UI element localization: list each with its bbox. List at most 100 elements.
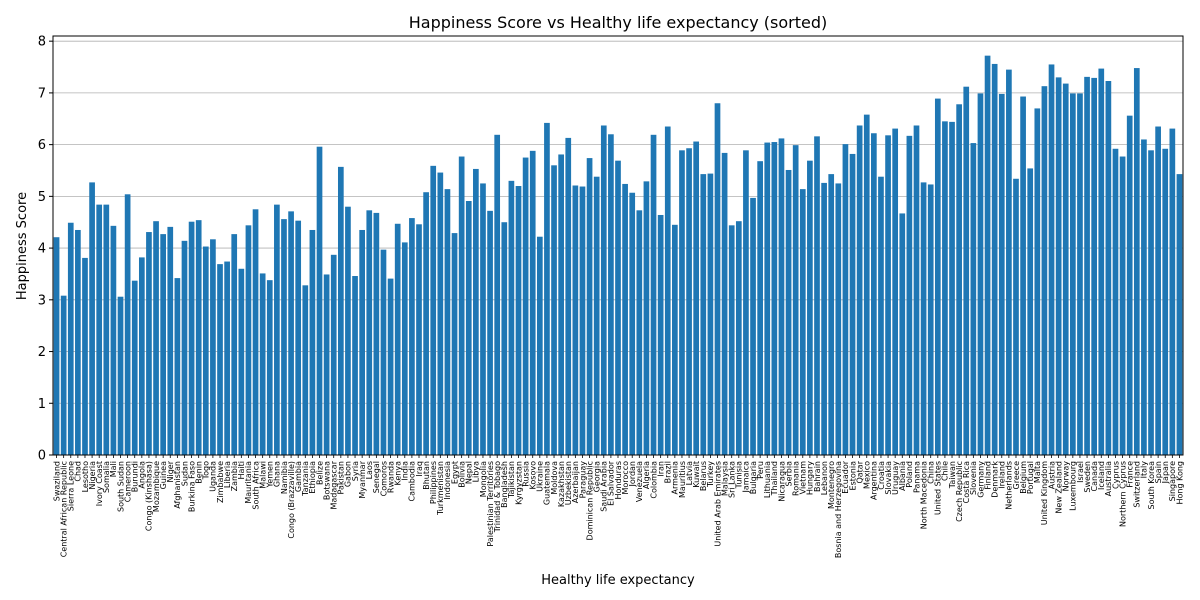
bar: [1148, 150, 1154, 455]
bar: [728, 225, 735, 455]
bar: [707, 173, 714, 455]
bar: [828, 174, 835, 456]
x-tick-label: Norway: [1062, 461, 1071, 492]
x-tick-label: Israel: [1076, 461, 1085, 483]
x-tick-label: Mongolia: [479, 461, 488, 497]
bar: [252, 209, 259, 455]
x-tick-label: Libya: [472, 461, 481, 482]
x-tick-label: Jamaica: [742, 461, 751, 494]
bar: [67, 222, 74, 455]
bar: [217, 264, 223, 455]
bar: [316, 146, 323, 455]
x-tick-label: Kazakhstan: [557, 461, 566, 507]
y-tick-label: 3: [38, 293, 46, 308]
x-tick-label: Romania: [791, 461, 800, 496]
x-tick-label: Laos: [365, 461, 374, 479]
x-tick-label: Portugal: [1026, 461, 1035, 494]
x-tick-label: Ecuador: [841, 460, 850, 493]
chart-title: Happiness Score vs Healthy life expectan…: [409, 13, 828, 32]
bar: [750, 197, 756, 455]
x-tick-label: Chile: [941, 461, 950, 481]
bar: [984, 55, 991, 455]
x-tick-label: Poland: [905, 461, 914, 488]
bar: [345, 206, 351, 455]
x-tick-label: Congo (Kinshasa): [145, 461, 154, 531]
bar: [551, 165, 557, 455]
bar: [387, 278, 394, 455]
x-tick-label: Malaysia: [720, 461, 729, 496]
bar: [1141, 139, 1147, 455]
x-tick-label: India: [401, 461, 410, 481]
x-tick-label: Saudi Arabia: [600, 461, 609, 512]
y-axis-label: Happiness Score: [15, 192, 30, 300]
x-tick-label: Botswana: [322, 461, 331, 500]
bar: [1155, 126, 1161, 456]
bar: [89, 182, 95, 455]
bar: [871, 133, 877, 455]
x-tick-label: Gambia: [294, 461, 303, 492]
x-tick-label: Bangladesh: [500, 461, 509, 508]
x-tick-label: Ireland: [998, 461, 1007, 489]
x-tick-label: Benin: [194, 461, 203, 484]
x-tick-label: South Korea: [1147, 461, 1156, 510]
x-tick-label: Peru: [756, 461, 765, 479]
bar: [1027, 168, 1034, 456]
bar: [778, 138, 785, 456]
bar: [245, 225, 252, 455]
x-tick-label: United Arab Emirates: [713, 461, 722, 547]
x-tick-label: Croatia: [877, 461, 886, 490]
x-tick-label: Brazil: [664, 461, 673, 483]
bar: [181, 240, 188, 455]
y-tick-label: 7: [38, 86, 46, 101]
x-tick-label: Zambia: [230, 461, 239, 491]
y-tick-label: 1: [38, 397, 46, 412]
bar: [288, 211, 294, 455]
bar: [792, 145, 799, 455]
x-tick-label: Sri Lanka: [728, 461, 737, 498]
x-tick-label: Lebanon: [820, 461, 829, 495]
bar: [593, 176, 600, 455]
bar: [821, 182, 827, 455]
bar: [814, 136, 820, 455]
x-tick-label: El Salvador: [607, 460, 616, 506]
bar: [458, 156, 465, 455]
x-tick-label: Belarus: [699, 461, 708, 491]
x-tick-label: Burkina Faso: [187, 461, 196, 512]
bar: [1034, 108, 1041, 456]
bar: [807, 160, 813, 456]
bar: [714, 103, 721, 455]
x-tick-label: Somalia: [102, 461, 111, 493]
x-tick-label: Kenya: [393, 461, 402, 486]
bar: [117, 296, 124, 455]
x-tick-label: Gabon: [344, 461, 353, 487]
x-tick-label: Liberia: [223, 461, 232, 488]
bar: [849, 153, 856, 455]
x-tick-label: Ghana: [273, 461, 282, 487]
x-tick-label: Malta: [1033, 461, 1042, 483]
bar: [920, 182, 927, 455]
x-tick-label: Spain: [1154, 461, 1163, 483]
x-tick-label: Canada: [1090, 461, 1099, 492]
x-tick-label: Cameroon: [123, 461, 132, 502]
x-tick-label: Montenegro: [827, 461, 836, 509]
bar: [401, 242, 408, 455]
x-tick-label: South Sudan: [116, 461, 125, 512]
bar: [629, 192, 636, 456]
x-tick-label: Turkmenistan: [436, 461, 445, 516]
x-tick-label: Central African Republic: [59, 461, 68, 557]
y-tick-label: 8: [38, 35, 46, 50]
x-tick-label: Mexico: [863, 461, 872, 489]
x-tick-label: Egypt: [450, 461, 459, 484]
x-tick-label: Netherlands: [1005, 461, 1014, 510]
bar: [771, 142, 778, 456]
x-tick-label: Sierra Leone: [67, 461, 76, 511]
x-tick-label: Nicaragua: [777, 461, 786, 502]
bar: [799, 189, 806, 455]
x-tick-label: Mozambique: [152, 461, 161, 512]
x-tick-label: Albania: [898, 461, 907, 491]
x-tick-label: Cyprus: [1111, 461, 1120, 489]
bar: [174, 278, 181, 455]
bar: [103, 204, 110, 455]
x-tick-label: Bulgaria: [749, 461, 758, 494]
